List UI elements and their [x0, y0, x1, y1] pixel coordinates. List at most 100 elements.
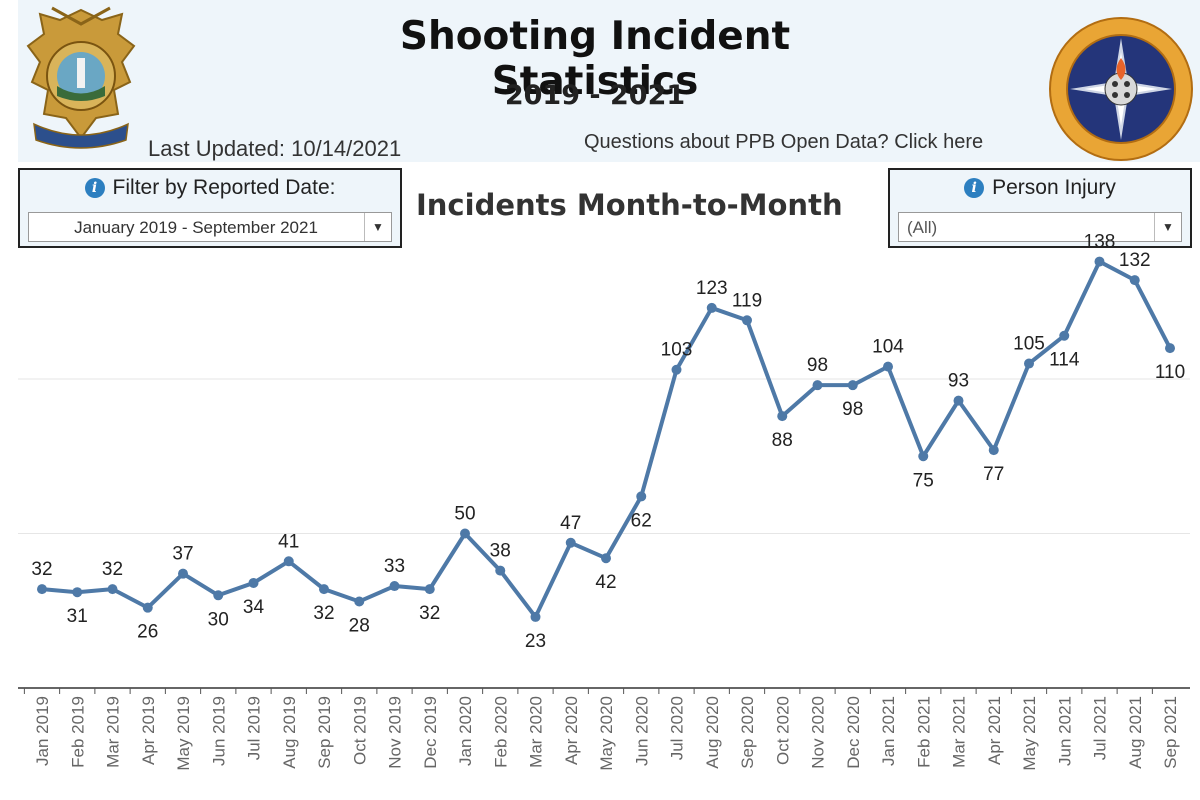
data-point: [1094, 256, 1105, 267]
data-point: [812, 380, 823, 391]
x-tick-label: Jun 2019: [209, 696, 228, 766]
x-tick-label: Jun 2020: [632, 696, 651, 766]
data-label: 104: [872, 337, 904, 358]
data-label: 103: [661, 340, 693, 361]
data-label: 114: [1049, 350, 1080, 371]
data-point: [777, 411, 788, 422]
data-label: 93: [948, 371, 969, 392]
data-label: 26: [137, 622, 158, 643]
data-label: 37: [172, 544, 193, 565]
data-label: 62: [631, 510, 652, 531]
data-point: [918, 451, 929, 462]
data-label: 123: [696, 278, 728, 299]
questions-text: Questions about PPB Open Data?: [584, 131, 889, 153]
data-label: 47: [560, 513, 581, 534]
person-injury-filter-header: i Person Injury: [890, 176, 1190, 200]
data-point: [706, 302, 717, 313]
x-tick-label: Mar 2019: [104, 696, 123, 768]
x-tick-label: Mar 2021: [950, 696, 969, 768]
x-tick-label: Oct 2020: [773, 696, 792, 765]
data-point: [319, 584, 329, 595]
data-point: [565, 537, 576, 548]
data-point: [107, 584, 118, 595]
data-label: 75: [913, 470, 934, 491]
x-tick-label: Apr 2019: [139, 696, 158, 765]
data-label: 23: [525, 631, 546, 652]
dropdown-arrow-icon[interactable]: ▼: [364, 213, 391, 241]
x-tick-label: May 2019: [174, 696, 193, 771]
last-updated-text: Last Updated: 10/14/2021: [148, 136, 402, 161]
x-tick-label: Aug 2021: [1126, 696, 1145, 769]
data-point: [601, 553, 611, 564]
data-point: [37, 584, 47, 595]
data-label: 32: [419, 603, 440, 624]
data-point: [742, 315, 752, 326]
reported-date-dropdown[interactable]: January 2019 - September 2021 ▼: [28, 212, 392, 242]
data-label: 77: [983, 464, 1004, 485]
portland-police-badge-icon: [26, 6, 136, 149]
person-injury-selected-value: (All): [907, 218, 938, 237]
data-point: [1024, 358, 1034, 369]
x-tick-label: Aug 2019: [280, 696, 299, 769]
data-point: [213, 590, 224, 601]
x-tick-label: Jul 2019: [245, 696, 264, 760]
chart-title: Incidents Month-to-Month: [416, 188, 843, 222]
x-tick-label: Feb 2021: [914, 696, 933, 768]
click-here-link[interactable]: Click here: [894, 131, 984, 153]
data-label: 42: [595, 572, 616, 593]
data-label: 28: [349, 615, 370, 636]
x-tick-label: Sep 2020: [738, 696, 757, 769]
data-point: [671, 364, 682, 375]
data-label: 41: [278, 531, 299, 552]
page-title: Shooting Incident Statistics: [399, 14, 791, 104]
data-point: [178, 568, 188, 579]
x-tick-label: Jan 2021: [879, 696, 898, 766]
person-injury-filter: i Person Injury (All) ▼: [888, 168, 1192, 248]
x-tick-label: Dec 2020: [844, 696, 863, 769]
data-point: [389, 581, 400, 592]
data-point: [495, 565, 506, 576]
x-tick-label: Aug 2020: [703, 696, 722, 769]
reported-date-selected-value: January 2019 - September 2021: [74, 218, 318, 237]
reported-date-filter: i Filter by Reported Date: January 2019 -…: [18, 168, 402, 248]
data-point: [1165, 343, 1175, 354]
data-label: 38: [490, 541, 511, 562]
person-injury-dropdown[interactable]: (All) ▼: [898, 212, 1182, 242]
x-tick-label: Feb 2020: [491, 696, 510, 768]
data-point: [354, 596, 365, 607]
data-label: 31: [67, 606, 88, 627]
data-label: 32: [102, 559, 123, 580]
data-point: [424, 584, 435, 595]
data-label: 30: [208, 609, 229, 630]
reported-date-filter-header: i Filter by Reported Date:: [20, 176, 400, 200]
x-tick-label: Nov 2019: [386, 696, 405, 769]
x-tick-label: Mar 2020: [527, 696, 546, 768]
data-label: 138: [1084, 232, 1116, 253]
dropdown-arrow-icon[interactable]: ▼: [1154, 213, 1181, 241]
data-point: [1129, 275, 1140, 286]
page-subtitle: 2019 - 2021: [504, 80, 686, 111]
x-tick-label: Jul 2020: [668, 696, 687, 760]
x-tick-label: Jul 2021: [1091, 696, 1110, 760]
x-tick-label: Jan 2020: [456, 696, 475, 766]
data-point: [847, 380, 858, 391]
x-tick-label: Apr 2020: [562, 696, 581, 765]
data-label: 105: [1013, 334, 1045, 355]
data-label: 32: [31, 559, 52, 580]
data-point: [636, 491, 647, 502]
data-label: 88: [772, 430, 793, 451]
open-data-questions: Questions about PPB Open Data? Click her…: [584, 131, 983, 154]
x-tick-label: Nov 2020: [809, 696, 828, 769]
data-point: [530, 611, 541, 622]
x-tick-label: Jan 2019: [33, 696, 52, 766]
person-injury-filter-label: Person Injury: [992, 176, 1116, 199]
data-point: [248, 577, 259, 588]
info-icon[interactable]: i: [964, 178, 985, 198]
data-label: 98: [807, 355, 828, 376]
x-tick-label: May 2020: [597, 696, 616, 771]
incidents-series-line: [41, 259, 1172, 619]
x-tick-label: Sep 2021: [1161, 696, 1180, 769]
info-icon[interactable]: i: [84, 178, 105, 198]
data-label: 50: [454, 504, 475, 525]
data-point: [953, 395, 964, 406]
